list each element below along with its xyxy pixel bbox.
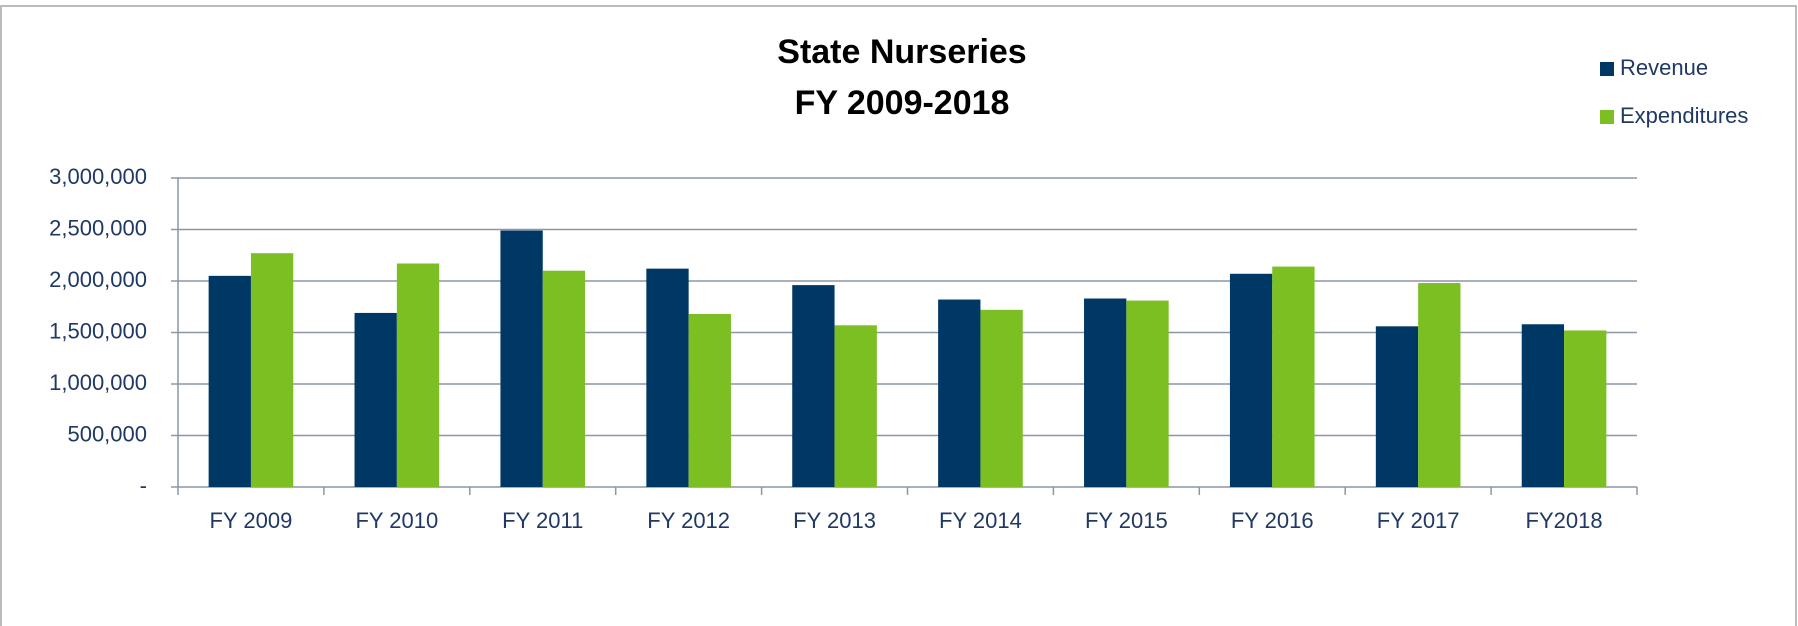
bar xyxy=(1418,283,1461,487)
bar xyxy=(1521,324,1565,487)
chart-subtitle: FY 2009-2018 xyxy=(795,84,1010,122)
legend-swatch xyxy=(1600,110,1614,124)
bar xyxy=(938,299,981,487)
bar xyxy=(834,325,877,487)
x-tick-label: FY 2010 xyxy=(355,508,438,533)
y-tick-label: 3,000,000 xyxy=(49,164,147,189)
bar xyxy=(1084,298,1127,487)
y-tick-label: 500,000 xyxy=(67,421,147,446)
x-tick-label: FY 2012 xyxy=(647,508,730,533)
bar xyxy=(1564,330,1607,487)
y-tick-label: - xyxy=(140,473,147,498)
x-tick-label: FY 2013 xyxy=(793,508,876,533)
x-tick-label: FY 2015 xyxy=(1085,508,1168,533)
x-tick-label: FY2018 xyxy=(1526,508,1603,533)
bar xyxy=(396,263,440,487)
bar xyxy=(688,313,731,487)
x-tick-label: FY 2011 xyxy=(502,508,583,533)
bar xyxy=(542,270,586,487)
bar xyxy=(354,312,397,487)
chart-title: State Nurseries xyxy=(777,33,1026,71)
y-tick-label: 2,500,000 xyxy=(49,215,147,240)
y-tick-label: 1,500,000 xyxy=(49,318,147,343)
legend-swatch xyxy=(1600,62,1614,76)
bar xyxy=(208,275,251,487)
x-tick-label: FY 2017 xyxy=(1377,508,1460,533)
bar xyxy=(1375,326,1419,487)
bar xyxy=(1126,300,1169,487)
x-tick-label: FY 2009 xyxy=(210,508,293,533)
chart-border xyxy=(0,5,1797,626)
bar xyxy=(1272,266,1315,487)
bar xyxy=(980,309,1023,487)
bar xyxy=(1229,273,1273,487)
y-tick-label: 2,000,000 xyxy=(49,267,147,292)
x-tick-label: FY 2014 xyxy=(939,508,1022,533)
bar xyxy=(500,230,543,487)
legend-label: Expenditures xyxy=(1620,103,1748,128)
bar xyxy=(250,253,294,487)
bar xyxy=(792,285,835,487)
legend-label: Revenue xyxy=(1620,55,1708,80)
x-tick-label: FY 2016 xyxy=(1231,508,1314,533)
bar xyxy=(646,268,689,487)
y-tick-label: 1,000,000 xyxy=(49,370,147,395)
